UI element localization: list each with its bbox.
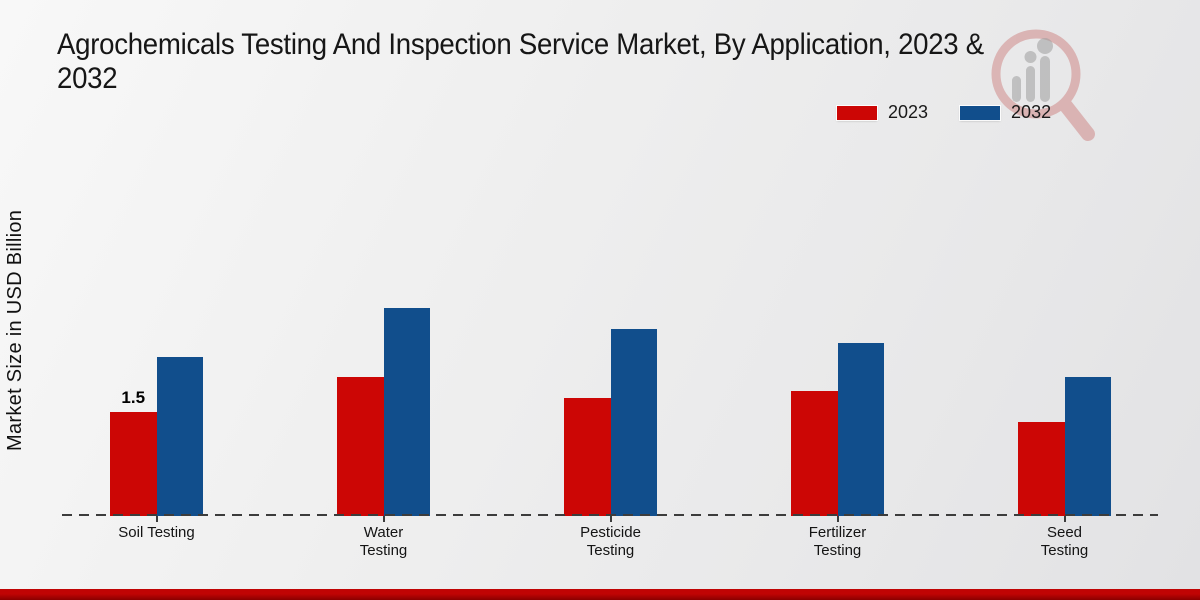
legend-label-2023: 2023 [888, 102, 929, 122]
bar-2032-soil-testing [156, 357, 203, 516]
x-label-soil-testing: Soil Testing [118, 524, 195, 541]
bar-2032-pesticide-testing [610, 329, 657, 516]
legend: 2023 2032 [837, 102, 1051, 123]
x-label-pesticide-testing: Pesticide Testing [580, 524, 641, 559]
data-label-2023-soil-testing: 1.5 [121, 388, 146, 407]
bar-2023-water-testing [337, 377, 384, 516]
x-label-seed-testing: Seed Testing [1040, 524, 1089, 559]
chart-title: Agrochemicals Testing And Inspection Ser… [57, 28, 984, 95]
x-axis-tick-pesticide-testing [609, 516, 612, 522]
bar-2023-fertilizer-testing [791, 391, 838, 516]
footer-accent-bar [0, 589, 1200, 600]
legend-label-2032: 2032 [1011, 102, 1052, 122]
bar-2032-water-testing [383, 308, 430, 516]
bar-2023-soil-testing [110, 412, 157, 516]
x-axis-baseline [62, 514, 1158, 516]
magnifier-logo-watermark [991, 29, 1095, 141]
legend-item-2023: 2023 [837, 102, 928, 123]
legend-item-2032: 2032 [960, 102, 1051, 123]
x-axis-tick-soil-testing [155, 516, 158, 522]
bar-2023-pesticide-testing [564, 398, 611, 516]
bar-2032-fertilizer-testing [837, 343, 884, 516]
bar-2032-seed-testing [1064, 377, 1111, 516]
legend-swatch-2023 [837, 105, 877, 120]
legend-swatch-2032 [960, 105, 1001, 120]
x-axis-tick-seed-testing [1063, 516, 1066, 522]
x-label-water-testing: Water Testing [359, 524, 408, 559]
x-label-fertilizer-testing: Fertilizer Testing [808, 524, 867, 559]
bar-2023-seed-testing [1018, 422, 1065, 516]
x-axis-tick-fertilizer-testing [836, 516, 839, 522]
x-axis-tick-water-testing [382, 516, 385, 522]
